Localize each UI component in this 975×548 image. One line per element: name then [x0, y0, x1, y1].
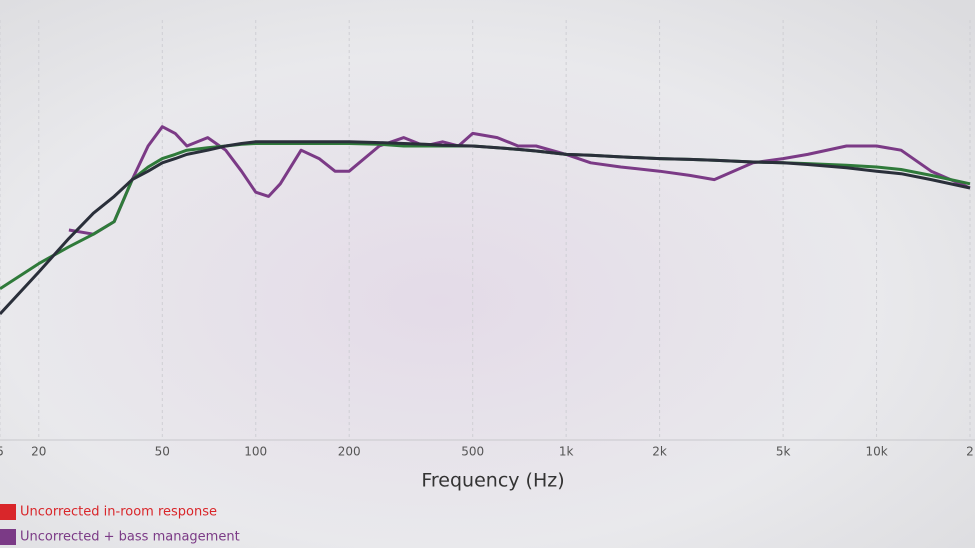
- x-tick-label: 500: [461, 445, 484, 459]
- legend-label: Uncorrected + bass management: [20, 530, 240, 545]
- x-tick-label: 2k: [652, 445, 667, 459]
- legend-swatch: [0, 504, 16, 520]
- legend-label: Uncorrected in-room response: [20, 505, 217, 520]
- x-tick-label: 100: [244, 445, 267, 459]
- x-tick-label: 50: [155, 445, 170, 459]
- legend: Uncorrected in-room response Uncorrected …: [0, 504, 240, 545]
- x-tick-label: 20: [31, 445, 46, 459]
- x-tick-label: 5k: [776, 445, 791, 459]
- x-tick-label: 10k: [865, 445, 887, 459]
- x-tick-label: 200: [338, 445, 361, 459]
- x-tick-label: 1k: [559, 445, 574, 459]
- x-tick-label: 2: [966, 445, 974, 459]
- x-axis-label: Frequency (Hz): [421, 470, 564, 492]
- series-line: [0, 140, 971, 316]
- x-tick-label: 5: [0, 445, 4, 459]
- legend-swatch: [0, 529, 16, 545]
